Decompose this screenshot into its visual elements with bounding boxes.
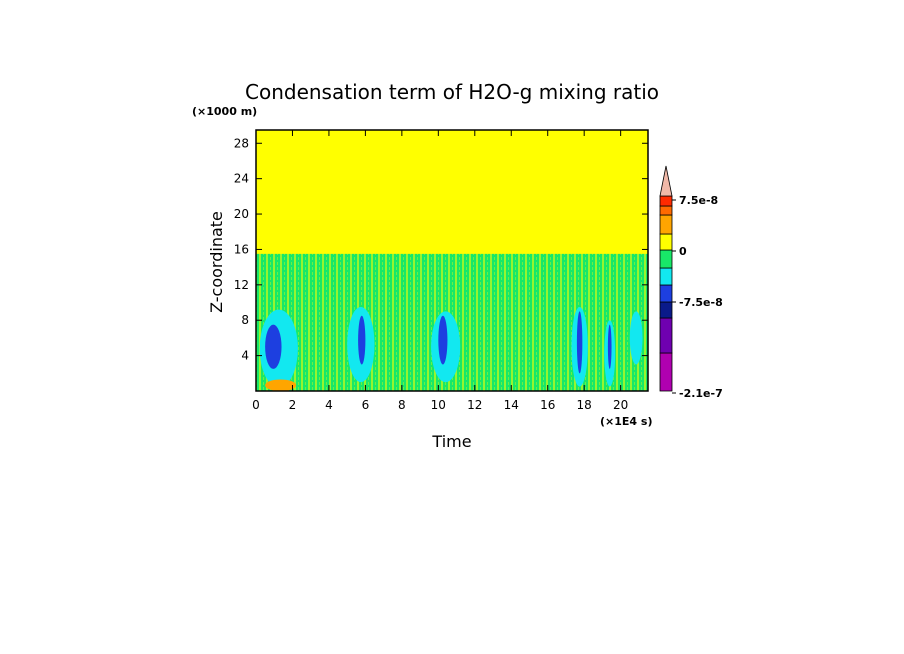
- colorbar-swatch: [659, 301, 673, 319]
- y-tick-label: 20: [234, 207, 249, 221]
- plot-frame: [255, 129, 649, 392]
- x-tick-label: 2: [289, 398, 297, 412]
- colorbar-swatch: [659, 214, 673, 235]
- field-region-cluster-3: [265, 324, 282, 369]
- chart-title: Condensation term of H2O-g mixing ratio: [245, 80, 659, 104]
- x-axis-label: Time: [431, 432, 471, 451]
- field-region-cluster-9: [576, 311, 583, 374]
- y-tick-label: 4: [241, 349, 249, 363]
- x-tick-label: 18: [577, 398, 592, 412]
- colorbar-swatch: [659, 267, 673, 286]
- colorbar-label: -7.5e-8: [679, 296, 723, 309]
- x-tick-label: 6: [362, 398, 370, 412]
- x-tick-label: 20: [613, 398, 628, 412]
- colorbar-swatch: [659, 317, 673, 354]
- field-region-cluster-12: [629, 311, 643, 365]
- x-tick-label: 16: [540, 398, 555, 412]
- x-tick-label: 8: [398, 398, 406, 412]
- y-axis: 4 8 12 16 20 24 28: [234, 136, 648, 363]
- plot-area: [256, 130, 648, 391]
- y-tick-label: 16: [234, 242, 249, 256]
- y-tick-label: 28: [234, 136, 249, 150]
- x-axis: 0 2 4 6 8 10 12 14 16 18 20: [252, 130, 628, 412]
- x-tick-label: 14: [504, 398, 519, 412]
- y-axis-label: Z-coordinate: [207, 211, 226, 313]
- field-region-cluster-13: [265, 379, 297, 391]
- colorbar-label: 0: [679, 245, 687, 258]
- colorbar-swatch: [659, 205, 673, 216]
- y-tick-label: 24: [234, 172, 249, 186]
- x-tick-label: 10: [431, 398, 446, 412]
- colorbar: 7.5e-8 0 -7.5e-8 -2.1e-7: [659, 165, 723, 400]
- colorbar-swatch: [659, 233, 673, 251]
- x-tick-label: 12: [467, 398, 482, 412]
- colorbar-swatch: [659, 284, 673, 303]
- field-region-cluster-5: [358, 315, 366, 365]
- field-region-cluster-7: [438, 315, 448, 365]
- colorbar-label: -2.1e-7: [679, 387, 723, 400]
- y-tick-label: 12: [234, 278, 249, 292]
- x-axis-unit: (×1E4 s): [600, 415, 652, 428]
- colorbar-label: 7.5e-8: [679, 194, 718, 207]
- colorbar-swatch: [659, 249, 673, 269]
- colorbar-extend-arrow: [659, 165, 673, 197]
- y-axis-unit: (×1000 m): [192, 105, 257, 118]
- y-tick-label: 8: [241, 313, 249, 327]
- colorbar-swatch: [659, 352, 673, 392]
- x-tick-label: 0: [252, 398, 260, 412]
- x-tick-label: 4: [325, 398, 333, 412]
- field-region-cluster-11: [607, 324, 612, 369]
- colorbar-swatch: [659, 195, 673, 207]
